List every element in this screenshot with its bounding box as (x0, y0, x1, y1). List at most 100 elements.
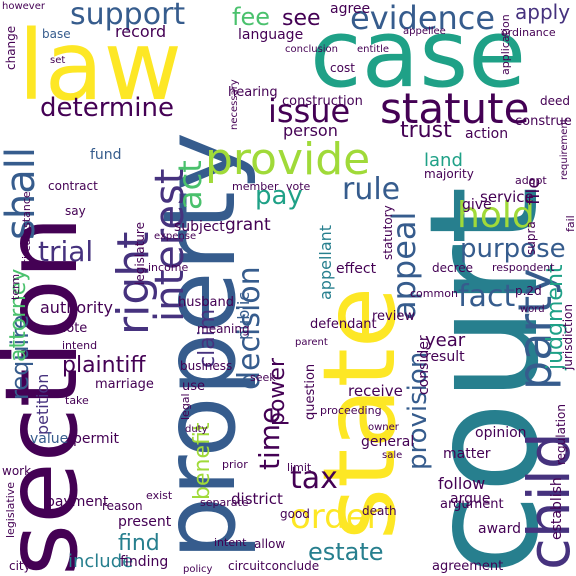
word-effect: effect (336, 261, 377, 277)
word-deed: deed (540, 94, 570, 108)
word-give: give (462, 197, 492, 213)
word-construe: construe (515, 114, 572, 129)
word-application: application (499, 14, 512, 75)
word-order: order (290, 497, 381, 537)
word-set: set (50, 55, 66, 66)
word-permit: permit (73, 431, 120, 447)
word-jurisdiction: jurisdiction (561, 304, 575, 370)
word-finding: finding (120, 554, 169, 570)
word-land: land (424, 150, 463, 171)
word-consider: consider (416, 335, 432, 395)
word-hold: hold (457, 195, 535, 236)
word-owner: owner (368, 422, 399, 433)
word-service: service (480, 188, 534, 206)
word-opinion: opinion (475, 425, 527, 441)
word-plaintiff: plaintiff (62, 353, 146, 378)
word-decree: decree (432, 261, 474, 275)
word-circumstance: circumstance (20, 191, 33, 265)
word-year: year (425, 330, 466, 351)
word-prior: prior (222, 458, 248, 471)
word-trial: trial (38, 235, 94, 268)
word-legislature: legislature (133, 222, 147, 285)
word-appellant: appellant (316, 224, 335, 300)
word-duty: duty (185, 424, 208, 435)
word-evidence: evidence (350, 0, 496, 37)
word-policy: policy (183, 564, 213, 575)
word-necessary: necessary (229, 79, 240, 130)
word-pay: pay (255, 181, 303, 211)
word-authority: authority (40, 298, 113, 317)
word-present: present (118, 514, 172, 530)
word-respondent: respondent (492, 261, 555, 274)
word-receive: receive (348, 382, 403, 400)
word-member: member (232, 180, 279, 193)
word-proceeding: proceeding (320, 404, 382, 417)
word-ordinance: ordinance (501, 26, 556, 39)
word-parent: parent (295, 337, 328, 348)
word-legislative: legislative (4, 481, 17, 538)
word-see: see (282, 6, 321, 31)
word-common: common (410, 287, 458, 300)
word-agree: agree (330, 1, 371, 17)
word-entitle: entitle (357, 44, 390, 55)
word-purpose: purpose (460, 234, 566, 264)
word-conclusion: conclusion (285, 44, 339, 55)
word-statutory: statutory (381, 205, 395, 260)
word-p2d: p.2d (515, 284, 542, 298)
word-circuit: circuit (228, 559, 265, 573)
word-follow: follow (438, 474, 486, 493)
word-work: work (2, 464, 32, 478)
word-seek: seek (250, 371, 276, 384)
word-issue: issue (268, 92, 351, 130)
word-person: person (283, 121, 338, 140)
word-limit: limit (287, 461, 312, 474)
word-adopt: adopt (515, 174, 547, 187)
word-reason: reason (102, 499, 143, 513)
word-apply: apply (515, 0, 571, 24)
word-argument: argument (440, 497, 504, 512)
word-tax: tax (290, 461, 338, 496)
word-husband: husband (178, 295, 234, 310)
word-term: term (9, 273, 22, 300)
word-vote: vote (286, 180, 311, 193)
word-action: action (465, 126, 509, 142)
word-allow: allow (254, 537, 286, 551)
word-law: law (18, 10, 183, 122)
word-matter: matter (443, 446, 491, 462)
word-say: say (65, 204, 86, 218)
word-good: good (280, 507, 310, 521)
word-find: find (118, 531, 160, 556)
word-grant: grant (225, 215, 271, 235)
word-petition: petition (33, 373, 52, 435)
word-majority: majority (424, 167, 474, 181)
word-supra: supra (524, 221, 538, 255)
word-income: income (148, 261, 189, 274)
word-case: case (310, 0, 527, 109)
word-appellee: appellee (403, 26, 446, 37)
word-result: result (425, 349, 465, 365)
word-rule: rule (342, 172, 401, 207)
word-legal: legal (179, 393, 192, 420)
word-take: take (65, 394, 89, 407)
word-death: death (362, 504, 397, 518)
word-construction: construction (282, 94, 363, 109)
word-note: note (58, 321, 88, 336)
word-payment: payment (46, 494, 109, 510)
word-question: question (303, 363, 318, 420)
word-meaning: meaning (197, 322, 250, 336)
word-provide: provide (205, 134, 371, 185)
word-statute: statute (380, 84, 530, 133)
word-use: use (182, 379, 206, 394)
word-city: city (9, 559, 31, 573)
word-review: review (372, 309, 415, 324)
word-fact: fact (458, 279, 516, 314)
word-agreement: agreement (432, 559, 504, 574)
word-award: award (478, 521, 522, 537)
word-estate: estate (308, 538, 384, 566)
word-expense: expense (154, 231, 197, 242)
word-conclude: conclude (265, 559, 320, 573)
word-general: general (361, 434, 415, 450)
word-change: change (4, 25, 18, 70)
word-cost: cost (330, 61, 355, 75)
